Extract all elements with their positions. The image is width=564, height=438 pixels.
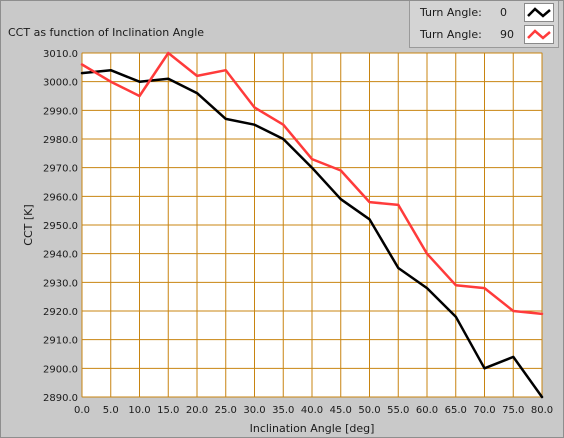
legend-swatch	[524, 3, 554, 22]
data-point	[368, 218, 371, 221]
legend-value: 90	[500, 28, 514, 41]
x-tick-label: 50.0	[358, 405, 380, 416]
data-point	[167, 52, 170, 54]
x-tick-label: 45.0	[330, 405, 352, 416]
y-axis-label: CCT [K]	[22, 204, 35, 245]
y-tick-label: 2940.0	[43, 250, 78, 261]
data-point	[397, 267, 400, 269]
data-point	[454, 284, 457, 287]
y-tick-label: 2970.0	[43, 164, 78, 175]
y-tick-label: 3000.0	[43, 78, 78, 89]
y-tick-label: 3010.0	[43, 49, 78, 60]
data-point	[541, 313, 543, 315]
y-tick-label: 2990.0	[43, 106, 78, 117]
data-point	[282, 123, 285, 126]
y-tick-label: 2900.0	[43, 364, 78, 375]
data-point	[81, 63, 83, 66]
data-point	[368, 201, 371, 203]
data-point	[426, 287, 428, 289]
data-point	[253, 106, 256, 109]
data-point	[483, 287, 486, 289]
x-axis-label: Inclination Angle [deg]	[250, 422, 375, 435]
legend-swatch-line	[527, 29, 551, 40]
legend-item-turn-angle-90: Turn Angle: 90	[410, 24, 558, 46]
data-point	[311, 158, 313, 160]
y-tick-label: 2890.0	[43, 393, 78, 404]
data-point	[397, 204, 400, 206]
x-tick-label: 20.0	[186, 405, 208, 416]
y-tick-label: 2980.0	[43, 135, 78, 146]
data-point	[454, 315, 457, 318]
x-tick-label: 25.0	[215, 405, 237, 416]
x-tick-label: 40.0	[301, 405, 323, 416]
data-point	[253, 123, 256, 126]
data-point	[81, 72, 83, 74]
legend-swatch	[524, 25, 554, 44]
x-tick-labels: 0.0 5.0 10.0 15.0 20.0 25.0 30.0 35.0 40.0 45.0 50…	[74, 405, 553, 416]
grid-lines	[81, 52, 543, 398]
x-tick-label: 30.0	[243, 405, 265, 416]
data-point	[167, 78, 170, 80]
x-tick-label: 15.0	[157, 405, 179, 416]
data-point	[282, 138, 285, 140]
data-point	[224, 118, 227, 120]
y-tick-label: 2930.0	[43, 278, 78, 289]
data-point	[512, 356, 515, 358]
legend-label: Turn Angle:	[420, 6, 482, 19]
data-point	[196, 92, 198, 94]
y-tick-label: 2920.0	[43, 307, 78, 318]
x-tick-label: 80.0	[531, 405, 553, 416]
x-tick-label: 75.0	[502, 405, 524, 416]
x-tick-label: 70.0	[473, 405, 495, 416]
x-tick-label: 10.0	[128, 405, 150, 416]
data-point	[109, 80, 112, 83]
chart-title: CCT as function of Inclination Angle	[8, 26, 204, 39]
x-tick-label: 5.0	[103, 405, 119, 416]
x-tick-label: 55.0	[387, 405, 409, 416]
data-point	[426, 252, 428, 255]
y-tick-label: 2950.0	[43, 221, 78, 232]
data-point	[483, 367, 486, 370]
x-tick-label: 35.0	[272, 405, 294, 416]
legend-label: Turn Angle:	[420, 28, 482, 41]
data-point	[196, 75, 198, 77]
data-point	[512, 310, 515, 312]
data-point	[138, 95, 141, 97]
data-point	[311, 166, 313, 169]
data-point	[224, 69, 227, 71]
x-tick-label: 0.0	[74, 405, 90, 416]
y-tick-label: 2910.0	[43, 336, 78, 347]
y-tick-label: 2960.0	[43, 192, 78, 203]
legend-value: 0	[500, 6, 507, 19]
data-point	[109, 69, 112, 71]
legend-item-turn-angle-0: Turn Angle: 0	[410, 2, 558, 24]
series-lines	[80, 51, 544, 399]
x-tick-label: 60.0	[416, 405, 438, 416]
data-point	[138, 80, 141, 83]
data-point	[339, 169, 342, 172]
legend: Turn Angle: 0 Turn Angle: 90	[409, 1, 559, 48]
x-tick-label: 65.0	[445, 405, 467, 416]
data-point	[339, 198, 342, 200]
legend-swatch-line	[527, 7, 551, 18]
data-point	[541, 396, 543, 398]
y-tick-labels: 2890.0 2900.0 2910.0 2920.0 2930.0 2940.0 2950…	[43, 49, 78, 404]
